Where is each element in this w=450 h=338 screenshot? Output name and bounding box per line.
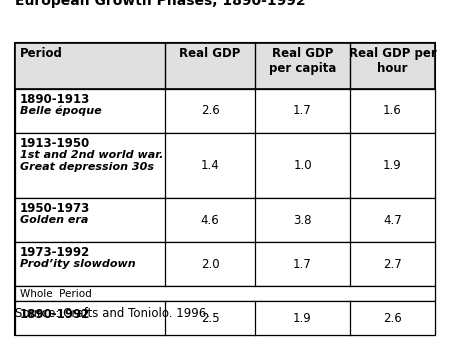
- Bar: [15, 89, 435, 133]
- Text: Belle époque: Belle époque: [20, 106, 102, 117]
- Text: 1890-1913: 1890-1913: [20, 93, 90, 106]
- Bar: [15, 133, 435, 198]
- Text: 1890-1992: 1890-1992: [20, 308, 90, 321]
- Bar: [15, 301, 435, 335]
- Text: 1973-1992: 1973-1992: [20, 246, 90, 259]
- Text: Prod’ity slowdown: Prod’ity slowdown: [20, 259, 135, 269]
- Text: 4.6: 4.6: [201, 214, 220, 226]
- Text: 4.7: 4.7: [383, 214, 402, 226]
- Text: Period: Period: [20, 47, 63, 60]
- Text: 2.6: 2.6: [201, 104, 220, 118]
- Text: 1.7: 1.7: [293, 104, 312, 118]
- Bar: [15, 198, 435, 242]
- Text: 1950-1973: 1950-1973: [20, 202, 90, 215]
- Text: 2.7: 2.7: [383, 258, 402, 270]
- Text: 1.7: 1.7: [293, 258, 312, 270]
- Text: 3.8: 3.8: [293, 214, 312, 226]
- Text: 1913-1950: 1913-1950: [20, 137, 90, 150]
- Bar: [15, 286, 435, 301]
- Text: 2.6: 2.6: [383, 312, 402, 324]
- Text: 1.6: 1.6: [383, 104, 402, 118]
- Text: Real GDP
per capita: Real GDP per capita: [269, 47, 336, 75]
- Bar: [15, 242, 435, 286]
- Text: Real GDP: Real GDP: [179, 47, 241, 60]
- Bar: [15, 43, 435, 335]
- Text: Golden era: Golden era: [20, 215, 88, 225]
- Text: 1st and 2nd world war.
Great depression 30s: 1st and 2nd world war. Great depression …: [20, 150, 163, 172]
- Text: 1.9: 1.9: [293, 312, 312, 324]
- Text: Real GDP per
hour: Real GDP per hour: [349, 47, 436, 75]
- Text: European Growth Phases, 1890-1992: European Growth Phases, 1890-1992: [15, 0, 306, 8]
- Text: 1.9: 1.9: [383, 159, 402, 172]
- Text: Source: Crafts and Toniolo. 1996.: Source: Crafts and Toniolo. 1996.: [15, 307, 210, 320]
- Bar: [15, 43, 435, 89]
- Text: 1.0: 1.0: [293, 159, 312, 172]
- Text: 2.0: 2.0: [201, 258, 219, 270]
- Text: Whole  Period: Whole Period: [20, 289, 92, 299]
- Text: 2.5: 2.5: [201, 312, 219, 324]
- Text: 1.4: 1.4: [201, 159, 220, 172]
